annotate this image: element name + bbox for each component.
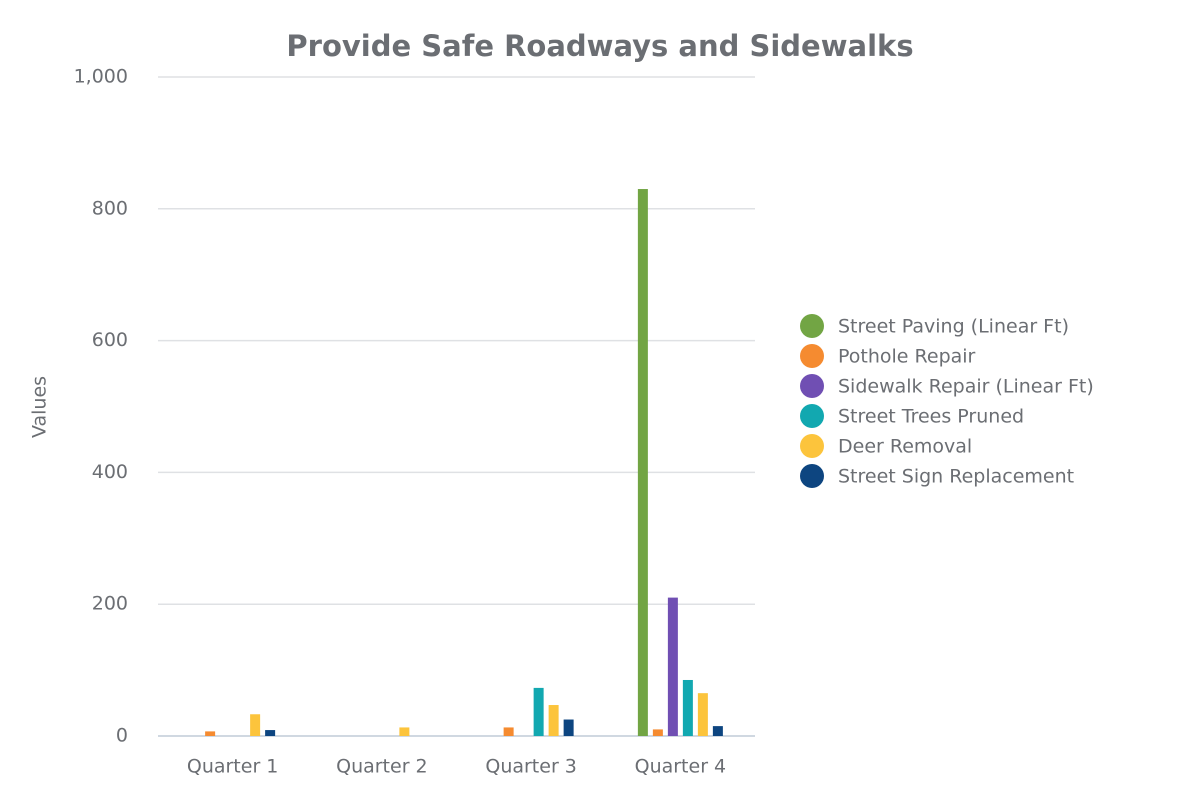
legend-label: Pothole Repair <box>838 346 976 368</box>
x-tick-label: Quarter 2 <box>336 756 428 778</box>
bar <box>503 727 514 736</box>
bar <box>548 705 559 736</box>
x-tick-label: Quarter 3 <box>485 756 577 778</box>
legend-swatch <box>800 314 824 338</box>
bar <box>667 597 678 736</box>
legend-swatch <box>800 344 824 368</box>
legend-swatch <box>800 404 824 428</box>
y-tick-label: 600 <box>92 329 128 351</box>
chart-title: Provide Safe Roadways and Sidewalks <box>286 29 913 63</box>
y-tick-label: 200 <box>92 593 128 615</box>
bar <box>563 719 574 736</box>
legend-label: Deer Removal <box>838 436 972 458</box>
legend-label: Street Sign Replacement <box>838 466 1074 488</box>
y-tick-label: 1,000 <box>74 66 128 88</box>
y-axis-label: Values <box>29 376 51 438</box>
y-tick-label: 400 <box>92 461 128 483</box>
y-tick-label: 0 <box>116 725 128 747</box>
bar <box>533 687 544 736</box>
legend-label: Street Trees Pruned <box>838 406 1024 428</box>
bar <box>637 189 648 736</box>
legend-label: Street Paving (Linear Ft) <box>838 316 1069 338</box>
legend-swatch <box>800 434 824 458</box>
bar <box>265 730 276 736</box>
legend-label: Sidewalk Repair (Linear Ft) <box>838 376 1094 398</box>
bar <box>250 714 261 736</box>
bar <box>697 693 708 736</box>
bar <box>652 729 663 736</box>
bar <box>205 731 216 736</box>
legend-swatch <box>800 464 824 488</box>
bar <box>712 726 723 736</box>
x-tick-label: Quarter 4 <box>635 756 727 778</box>
y-tick-label: 800 <box>92 197 128 219</box>
x-tick-label: Quarter 1 <box>187 756 279 778</box>
legend-swatch <box>800 374 824 398</box>
bar <box>682 679 693 736</box>
bar <box>399 727 410 736</box>
